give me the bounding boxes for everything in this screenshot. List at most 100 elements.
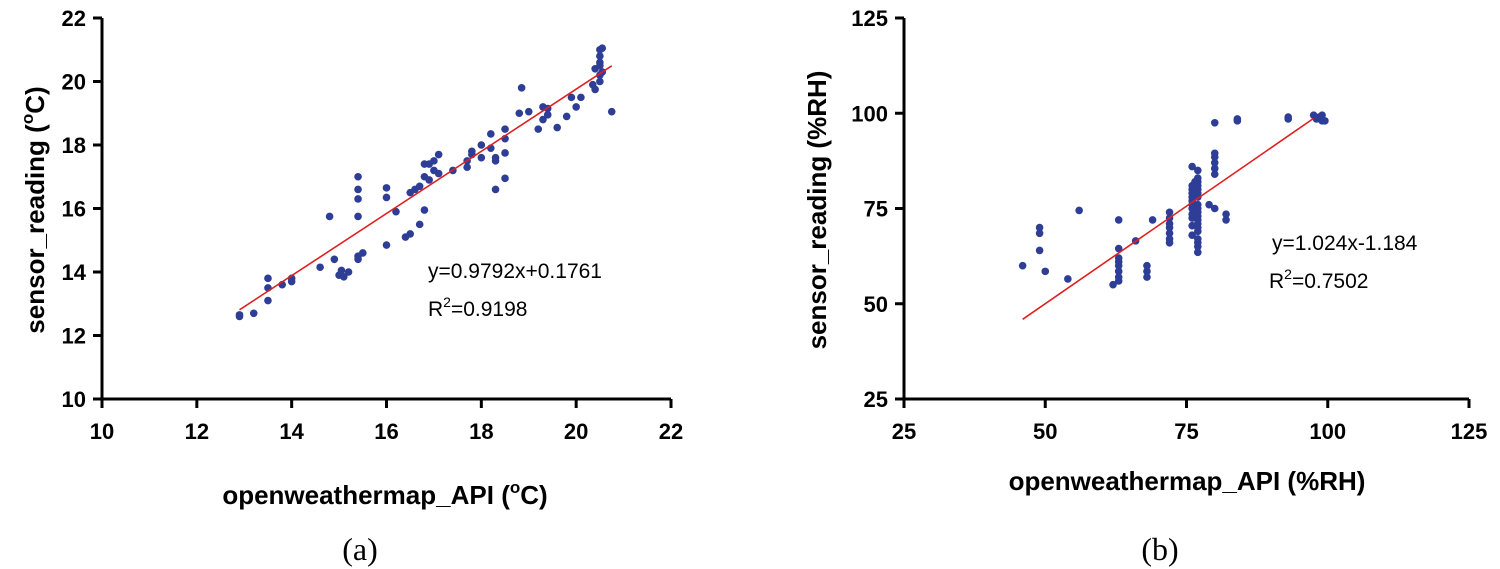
panel-a-data-point [477, 153, 486, 162]
panel-b-data-point [1109, 280, 1117, 289]
panel-a-data-point [553, 123, 561, 132]
panel-b-data-point [1222, 210, 1230, 219]
panel-a-y-tick-label: 18 [62, 133, 86, 158]
panel-a-data-point [562, 112, 571, 121]
panel-a-data-point [596, 52, 604, 60]
panel-a-data-point [425, 176, 433, 184]
panel-b-data-point [1165, 219, 1174, 228]
panel-a-data-point [515, 109, 524, 118]
panel-b-x-axis-label: openweathermap_API (%RH) [1009, 466, 1366, 496]
panel-a-data-point [572, 103, 580, 111]
panel-a-data-point [491, 185, 500, 194]
panel-a-data-point [501, 174, 509, 183]
panel-b-marks: 25 50 75 100 125 25 50 75 100 125 [851, 6, 1487, 444]
panel-a-x-tick-label: 22 [659, 419, 683, 444]
panel-b-data-point [1035, 246, 1044, 255]
panel-b-data-point [1143, 273, 1151, 281]
panel-b-data-point [1114, 216, 1123, 224]
panel-a-data-point [596, 58, 604, 67]
panel-a-equation: y=0.9792x+0.1761 [428, 260, 602, 283]
panel-a-data-point [415, 182, 424, 191]
panel-a-data-point [325, 212, 334, 221]
panel-a-data-point [264, 296, 272, 305]
panel-a-y-tick-label: 14 [62, 260, 87, 285]
panel-b-data-point [1075, 206, 1083, 215]
panel-b-data-point [1188, 231, 1196, 239]
panel-b-data-point [1143, 261, 1151, 270]
panel-a-r2: R2=0.9198 [428, 294, 527, 321]
panel-b-data-point [1194, 174, 1202, 182]
panel-a-data-point [501, 125, 509, 133]
panel-b-r2: R2=0.7502 [1269, 266, 1368, 293]
panel-a-data-point [539, 115, 547, 124]
panel-a-y-axis-label: sensor_reading (oC) [18, 86, 50, 333]
panel-b-y-axis-label: sensor_reading (%RH) [802, 71, 832, 350]
panel-a-marks: 10 12 14 16 18 20 22 10 12 14 16 18 20 22 [62, 6, 684, 444]
panel-b-data-point [1210, 118, 1219, 127]
panel-b-data-point [1018, 261, 1027, 270]
panel-a-x-tick-label: 18 [469, 419, 493, 444]
panel-a-data-point [577, 93, 585, 102]
panel-a-data-point [354, 255, 362, 264]
panel-b-x-tick-label: 50 [1033, 419, 1057, 444]
panel-a-x-tick-label: 10 [90, 419, 114, 444]
panel-a-data-point [354, 212, 362, 221]
panel-a-data-point [477, 141, 486, 149]
panel-a-data-point [382, 193, 391, 202]
panel-a-data-point [607, 107, 616, 116]
panel-a-data-point [463, 163, 471, 172]
panel-b-data-point [1064, 275, 1072, 283]
panel-b-x-tick-label: 75 [1174, 419, 1198, 444]
panel-b-data-point [1165, 208, 1174, 217]
panel-a-fit-line [239, 65, 613, 311]
panel-b-data-point [1114, 244, 1123, 253]
panel-a-data-point [534, 125, 543, 133]
panel-a-y-tick-label: 20 [62, 70, 86, 95]
panel-a-y-tick-label: 16 [62, 197, 86, 222]
panel-b-data-point [1210, 170, 1219, 179]
panel-b-data-point [1210, 204, 1219, 213]
panel-a-data-point [434, 150, 443, 159]
panel-a-data-point [567, 93, 576, 102]
panel-b-x-tick-label: 25 [892, 419, 916, 444]
panel-a-data-point [264, 274, 272, 283]
panel-a-data-point [330, 255, 339, 264]
panel-b-x-tick-label: 125 [1451, 419, 1488, 444]
panel-a: 10 12 14 16 18 20 22 10 12 14 16 18 20 22 y=0.9792x+0… [18, 6, 683, 567]
panel-b-data-point [1188, 162, 1196, 171]
panel-a-data-point [420, 206, 429, 214]
panel-a-data-point [430, 157, 438, 165]
panel-a-data-point [392, 207, 400, 216]
panel-a-data-point [468, 147, 476, 156]
panel-a-data-point [354, 195, 362, 203]
panel-a-data-point [316, 263, 324, 272]
panel-b-fit-line [1022, 117, 1315, 320]
panel-b-data-point [1205, 200, 1213, 209]
panel-a-data-point [491, 153, 500, 162]
panel-b-data-point [1114, 254, 1123, 262]
panel-a-data-point [434, 169, 443, 178]
panel-a-y-tick-label: 12 [62, 324, 86, 349]
panel-b-data-point [1035, 223, 1044, 232]
panel-b-data-point [1321, 117, 1329, 125]
panel-b-y-tick-label: 25 [864, 387, 888, 412]
panel-b-data-point [1194, 200, 1202, 209]
panel-b-x-tick-label: 100 [1309, 419, 1346, 444]
panel-a-data-point [249, 309, 258, 318]
panel-a-x-axis-label: openweathermap_API (oC) [222, 478, 547, 510]
panel-a-data-point [340, 272, 348, 281]
panel-b-y-tick-label: 75 [864, 197, 888, 222]
panel-a-label: (a) [342, 531, 378, 567]
panel-a-data-point [524, 107, 533, 116]
panel-b-data-point [1194, 248, 1202, 257]
panel-b-data-point [1222, 216, 1230, 224]
panel-b-label: (b) [1141, 531, 1178, 567]
panel-b-equation: y=1.024x-1.184 [1272, 232, 1418, 255]
panel-b-data-point [1035, 229, 1044, 238]
panel-b-data-point [1041, 267, 1050, 276]
panel-a-data-point [596, 77, 604, 86]
panel-b-data-point [1210, 149, 1219, 158]
panel-b-data-point [1114, 273, 1123, 281]
